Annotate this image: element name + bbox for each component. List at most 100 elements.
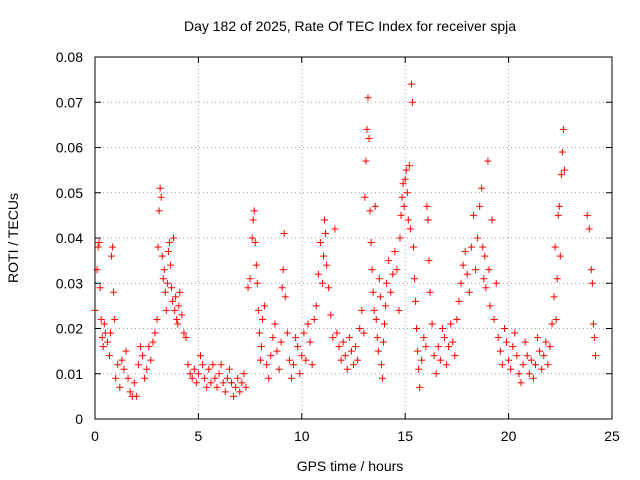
data-point	[333, 329, 341, 337]
data-point	[298, 352, 306, 360]
data-point	[281, 293, 289, 301]
data-point	[529, 374, 537, 382]
data-point	[97, 315, 105, 323]
data-point	[132, 392, 140, 400]
data-point	[540, 352, 548, 360]
data-point	[314, 270, 322, 278]
data-point	[143, 365, 151, 373]
data-point	[249, 216, 257, 224]
data-point	[519, 361, 527, 369]
data-point	[156, 184, 164, 192]
data-point	[387, 288, 395, 296]
data-point	[383, 279, 391, 287]
data-point	[500, 325, 508, 332]
data-point	[103, 338, 111, 346]
x-axis-label: GPS time / hours	[297, 458, 404, 474]
data-point	[174, 320, 182, 328]
data-point	[372, 315, 380, 323]
data-point	[145, 343, 153, 351]
data-point	[126, 388, 134, 396]
data-point	[154, 243, 162, 251]
data-point	[252, 261, 260, 269]
y-tick-label: 0.02	[56, 321, 83, 337]
data-point	[476, 202, 484, 210]
data-point	[445, 343, 453, 351]
axis-ticks: 0 5 10 15 20 25 0 0.01 0.02 0.03 0.04 0.05 0.06 0.07 0…	[56, 49, 620, 444]
data-point	[536, 347, 544, 355]
data-point	[153, 315, 161, 323]
data-point	[265, 374, 273, 382]
data-point	[560, 166, 568, 174]
data-point	[414, 347, 422, 355]
data-point	[356, 325, 364, 332]
data-point	[253, 279, 261, 287]
data-point	[188, 374, 196, 382]
data-point	[256, 356, 264, 364]
data-point	[364, 94, 372, 102]
data-point	[114, 361, 122, 369]
data-point	[523, 352, 531, 360]
data-point	[360, 329, 368, 337]
data-point	[278, 284, 286, 292]
data-point	[159, 275, 167, 283]
data-point	[261, 302, 269, 310]
data-point	[221, 388, 229, 396]
data-point	[451, 352, 459, 360]
data-point	[207, 379, 215, 387]
data-point	[230, 392, 238, 400]
data-point	[242, 383, 250, 391]
data-point	[496, 347, 504, 355]
grid-lines	[95, 57, 612, 419]
data-point	[275, 365, 283, 373]
data-point	[542, 338, 550, 346]
data-point	[478, 184, 486, 192]
data-point	[240, 370, 248, 378]
data-point	[217, 361, 225, 369]
data-point	[412, 297, 420, 305]
data-point	[393, 266, 401, 274]
data-point	[255, 329, 263, 337]
data-point	[474, 234, 482, 242]
data-point	[236, 388, 244, 396]
data-point	[589, 320, 597, 328]
data-point	[455, 297, 463, 305]
data-point	[492, 279, 500, 287]
data-point	[402, 166, 410, 174]
data-point	[363, 125, 371, 133]
data-point	[280, 229, 288, 237]
data-point	[488, 216, 496, 224]
data-point	[165, 239, 173, 247]
data-point	[396, 234, 404, 242]
data-point	[531, 361, 539, 369]
data-point	[304, 320, 312, 328]
data-point	[141, 374, 149, 382]
data-point	[365, 134, 373, 142]
data-point	[420, 334, 428, 342]
data-point	[325, 284, 333, 292]
data-point	[525, 370, 533, 378]
data-point	[558, 148, 566, 156]
data-point	[555, 202, 563, 210]
data-point	[263, 361, 271, 369]
data-point	[122, 347, 130, 355]
data-point	[157, 193, 165, 201]
data-point	[482, 284, 490, 292]
data-point	[316, 239, 324, 247]
data-point	[413, 325, 421, 332]
data-point	[339, 338, 347, 346]
data-point	[269, 334, 277, 342]
data-point	[172, 293, 180, 301]
data-point	[124, 374, 132, 382]
data-point	[320, 252, 328, 260]
data-point	[234, 374, 242, 382]
data-point	[425, 257, 433, 265]
data-point	[517, 379, 525, 387]
data-point	[391, 248, 399, 256]
data-point	[350, 361, 357, 369]
x-tick-label: 0	[91, 428, 99, 444]
data-point	[459, 261, 467, 269]
data-point	[164, 248, 172, 256]
data-point	[259, 315, 267, 323]
data-point	[171, 306, 179, 314]
data-point	[294, 343, 302, 351]
